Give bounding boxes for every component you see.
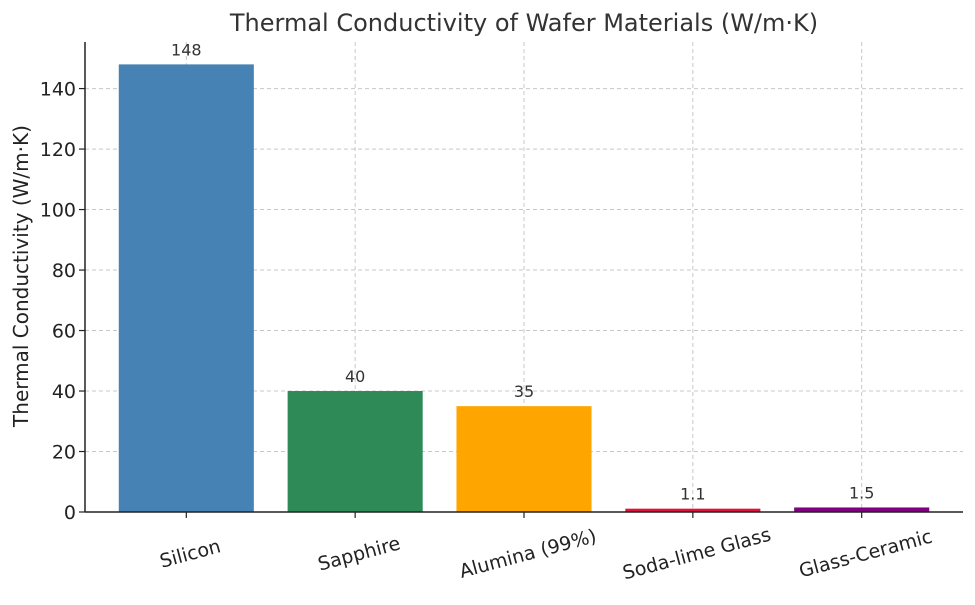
data-label-glass-ceramic: 1.5: [849, 483, 874, 502]
grid-lines: [85, 42, 963, 512]
y-tick-label-60: 60: [52, 321, 76, 343]
data-label-soda-lime-glass: 1.1: [680, 485, 705, 504]
x-tick-label-sapphire: Sapphire: [316, 532, 403, 575]
bar-alumina-99: [456, 406, 592, 512]
bar-soda-lime-glass: [625, 508, 761, 512]
x-tick-label-glass-ceramic: Glass-Ceramic: [797, 526, 935, 583]
x-tick-label-alumina-99: Alumina (99%): [457, 525, 599, 583]
x-axis-ticks: Silicon Sapphire Alumina (99%) Soda-lime Gl…: [158, 512, 935, 584]
data-labels: 148 40 35 1.1 1.5: [171, 40, 874, 503]
chart-title: Thermal Conductivity of Wafer Materials …: [229, 9, 818, 37]
bars: [118, 64, 930, 512]
y-tick-label-40: 40: [52, 381, 76, 403]
y-tick-label-120: 120: [40, 139, 76, 161]
y-axis-label: Thermal Conductivity (W/m·K): [9, 125, 33, 428]
data-label-alumina-99: 35: [514, 382, 534, 401]
x-tick-label-silicon: Silicon: [158, 535, 224, 572]
bar-sapphire: [287, 391, 423, 512]
y-tick-label-100: 100: [40, 200, 76, 222]
bar-silicon: [118, 64, 254, 512]
y-tick-label-20: 20: [52, 442, 76, 464]
data-label-sapphire: 40: [345, 367, 365, 386]
data-label-silicon: 148: [171, 40, 202, 59]
y-tick-label-140: 140: [40, 79, 76, 101]
y-axis-ticks: 0 20 40 60 80 100 120 140: [40, 79, 85, 524]
bar-glass-ceramic: [794, 507, 930, 512]
y-tick-label-0: 0: [64, 502, 76, 524]
y-tick-label-80: 80: [52, 260, 76, 282]
x-tick-label-soda-lime-glass: Soda-lime Glass: [620, 524, 773, 585]
